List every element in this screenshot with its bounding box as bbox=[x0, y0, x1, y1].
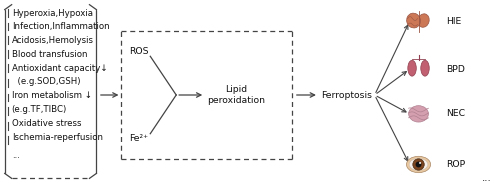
Text: Fe²⁺: Fe²⁺ bbox=[130, 134, 148, 143]
Text: ROP: ROP bbox=[446, 160, 465, 169]
Ellipse shape bbox=[409, 158, 428, 170]
Ellipse shape bbox=[408, 60, 416, 76]
Text: NEC: NEC bbox=[446, 109, 465, 118]
Text: ROS: ROS bbox=[130, 47, 149, 56]
Text: Blood transfusion: Blood transfusion bbox=[12, 50, 87, 59]
Text: Hyperoxia,Hypoxia: Hyperoxia,Hypoxia bbox=[12, 9, 92, 18]
Text: Ferroptosis: Ferroptosis bbox=[322, 90, 372, 100]
Text: Lipid
peroxidation: Lipid peroxidation bbox=[208, 85, 266, 105]
Text: BPD: BPD bbox=[446, 65, 465, 74]
Text: (e.g.TF,TIBC): (e.g.TF,TIBC) bbox=[12, 105, 67, 114]
Text: Acidosis,Hemolysis: Acidosis,Hemolysis bbox=[12, 36, 94, 45]
Text: (e.g.SOD,GSH): (e.g.SOD,GSH) bbox=[12, 77, 80, 86]
Text: Ischemia-reperfusion: Ischemia-reperfusion bbox=[12, 133, 102, 142]
Ellipse shape bbox=[421, 60, 430, 76]
Ellipse shape bbox=[406, 156, 430, 173]
Ellipse shape bbox=[408, 106, 428, 122]
Text: Oxidative stress: Oxidative stress bbox=[12, 119, 81, 128]
Text: Infection,Inflammation: Infection,Inflammation bbox=[12, 22, 110, 31]
Text: Iron metabolism ↓: Iron metabolism ↓ bbox=[12, 92, 92, 101]
Text: ...: ... bbox=[12, 151, 20, 160]
Text: HIE: HIE bbox=[446, 17, 461, 26]
Circle shape bbox=[416, 162, 422, 167]
Circle shape bbox=[419, 162, 421, 164]
Ellipse shape bbox=[406, 13, 420, 28]
Text: Antioxidant capacity↓: Antioxidant capacity↓ bbox=[12, 64, 108, 73]
Text: ...: ... bbox=[482, 173, 492, 183]
Ellipse shape bbox=[418, 14, 429, 27]
Circle shape bbox=[413, 159, 424, 170]
